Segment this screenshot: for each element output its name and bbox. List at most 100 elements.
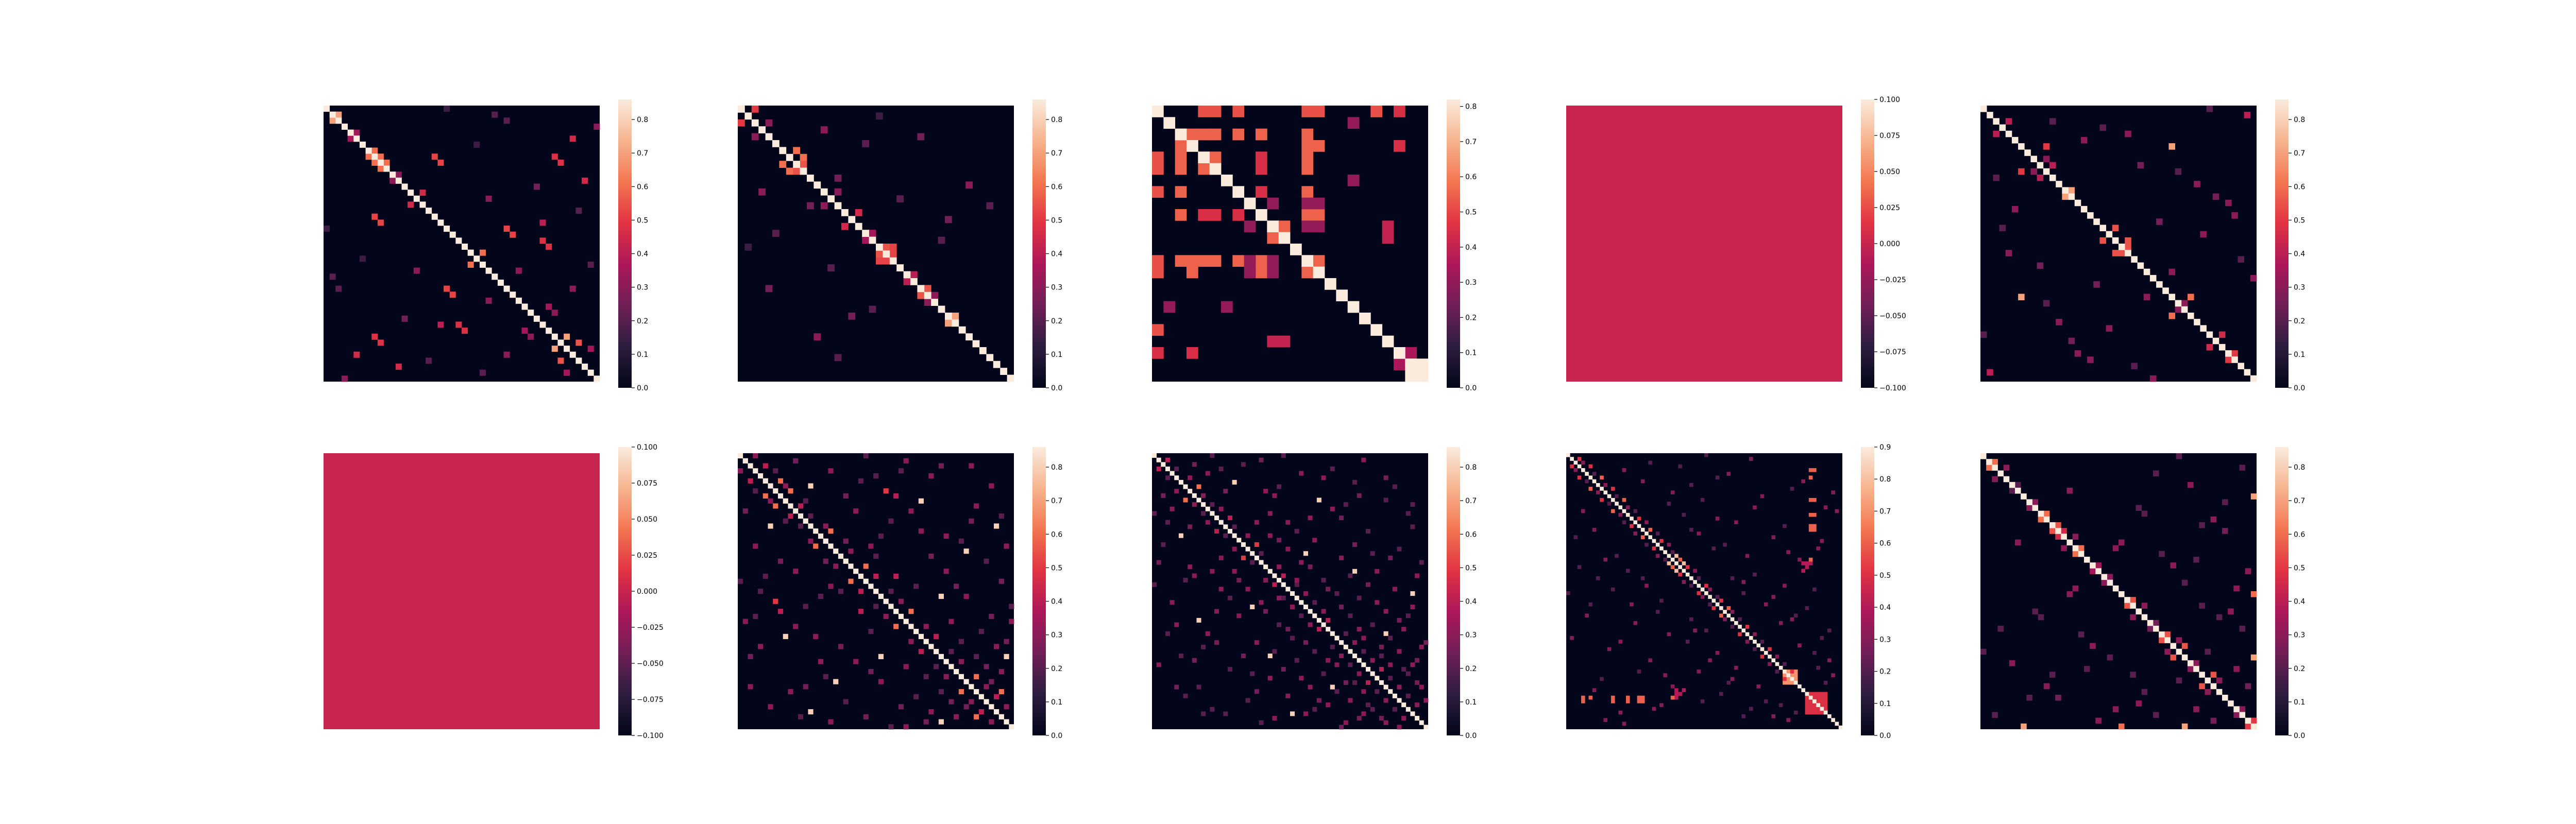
heatmap-cell	[1630, 602, 1634, 607]
colorbar-tick-label: 0.8	[1879, 475, 1891, 484]
heatmap-cell	[2159, 551, 2165, 557]
heatmap-cell	[813, 633, 819, 639]
heatmap-cell	[1768, 647, 1772, 651]
heatmap-cell	[2112, 250, 2119, 256]
colorbar-tick-label: 0.1	[1879, 700, 1891, 708]
heatmap-cell	[788, 503, 793, 509]
heatmap-cell	[1704, 628, 1708, 633]
colorbar	[1861, 447, 1874, 735]
heatmap-cell	[1659, 703, 1664, 707]
heatmap-cell	[557, 159, 564, 166]
colorbar-tick-label: 0.1	[637, 351, 648, 359]
heatmap-cell	[998, 669, 1004, 675]
colorbar-tick-label: 0.2	[637, 317, 648, 325]
heatmap-cell	[2043, 300, 2050, 307]
heatmap-cell	[1313, 106, 1325, 117]
heatmap-cell	[2233, 666, 2240, 672]
heatmap-cell	[986, 354, 994, 362]
heatmap-cell	[903, 664, 909, 670]
heatmap-cell	[1175, 255, 1187, 267]
heatmap-cell	[401, 315, 408, 322]
heatmap-cell	[963, 679, 969, 684]
heatmap-cell	[2233, 706, 2240, 712]
heatmap-cell	[1152, 266, 1164, 279]
heatmap-cell	[1301, 209, 1314, 221]
heatmap-cell	[1152, 324, 1164, 336]
heatmap-cell	[329, 111, 336, 118]
heatmap-cell	[1980, 106, 1987, 112]
heatmap-cell	[1618, 710, 1623, 715]
heatmap-cell	[1655, 554, 1660, 558]
heatmap-cell	[1410, 604, 1415, 609]
heatmap-cell	[1816, 695, 1820, 700]
heatmap-cell	[2143, 294, 2150, 301]
heatmap-cell	[1343, 720, 1348, 725]
heatmap-cell	[1272, 649, 1277, 654]
heatmap-cell	[1383, 609, 1388, 614]
heatmap-cell	[587, 346, 594, 352]
heatmap-cell	[2199, 672, 2205, 678]
heatmap-cell	[1165, 631, 1170, 636]
heatmap-cell	[377, 153, 384, 160]
heatmap-cell	[419, 201, 426, 208]
colorbar-tick-label: 0.1	[1051, 698, 1062, 707]
heatmap-cell	[1805, 692, 1809, 696]
colorbar-tick-label: 0.4	[637, 250, 648, 259]
heatmap-cell	[1281, 573, 1286, 578]
heatmap-cell	[1581, 460, 1585, 465]
heatmap-cell	[1734, 520, 1738, 525]
heatmap-cell	[1648, 535, 1652, 539]
heatmap-cell	[2170, 643, 2177, 649]
colorbar	[618, 99, 632, 388]
heatmap-cell	[938, 719, 944, 725]
heatmap-cell	[2074, 199, 2081, 207]
heatmap-cell	[1174, 475, 1179, 480]
colorbar-tick-label: 0.0	[1465, 732, 1477, 740]
heatmap-cell	[1152, 163, 1164, 175]
heatmap-cell	[1232, 128, 1245, 141]
heatmap-cell	[575, 357, 582, 364]
heatmap-cell	[1805, 703, 1809, 707]
heatmap-cell	[869, 236, 876, 244]
heatmap-cell	[1370, 707, 1375, 712]
heatmap-cell	[913, 694, 919, 699]
colorbar-tick-label: 0.4	[1465, 244, 1477, 252]
heatmap-cell	[1361, 636, 1366, 641]
heatmap-cell	[1301, 140, 1314, 152]
heatmap-cell	[1581, 699, 1585, 703]
heatmap-cell	[1343, 644, 1348, 649]
heatmap-cell	[2043, 683, 2050, 690]
heatmap-cell	[2222, 528, 2228, 534]
heatmap-cell	[1670, 490, 1675, 495]
heatmap-cell	[943, 533, 949, 539]
heatmap-cell	[2124, 597, 2130, 603]
heatmap-cell	[473, 255, 480, 262]
heatmap-cell	[948, 649, 954, 655]
heatmap-cell	[2026, 695, 2032, 701]
colorbar-tick-label: 0.5	[1051, 564, 1062, 572]
heatmap-cell	[1607, 494, 1612, 499]
heatmap-cell	[1655, 542, 1660, 547]
heatmap-cell	[1352, 680, 1358, 685]
heatmap-cell	[903, 724, 909, 730]
heatmap-cell	[1375, 689, 1380, 694]
heatmap-cell	[1250, 551, 1255, 556]
heatmap-cell	[2216, 689, 2223, 695]
heatmap-cell	[1405, 370, 1417, 382]
heatmap-cell	[876, 250, 883, 258]
heatmap-cell	[1198, 209, 1210, 221]
colorbar	[1447, 447, 1460, 735]
heatmap-cell	[1670, 684, 1675, 689]
heatmap-cell	[1348, 613, 1353, 619]
colorbar-tick-label: 0.0	[1051, 384, 1062, 392]
heatmap-cell	[395, 177, 402, 184]
heatmap-cell	[1704, 591, 1708, 595]
heatmap-cell	[753, 453, 758, 459]
heatmap-cell	[1192, 658, 1197, 663]
heatmap-cell	[1187, 347, 1198, 359]
heatmap-cell	[858, 478, 864, 484]
heatmap-cell	[1723, 617, 1727, 622]
heatmap-cell	[2162, 287, 2169, 294]
heatmap-cell	[1697, 591, 1701, 595]
heatmap-cell	[1603, 483, 1608, 487]
